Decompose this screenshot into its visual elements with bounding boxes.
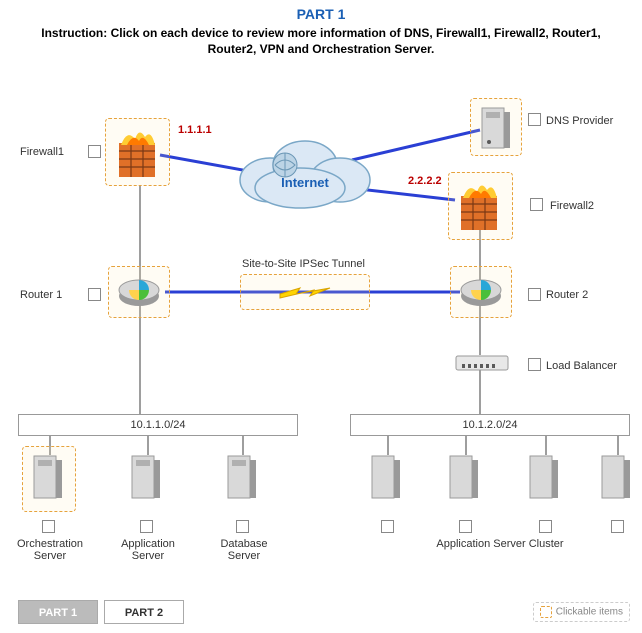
cluster-label: Application Server Cluster xyxy=(400,538,600,550)
router1-label: Router 1 xyxy=(20,289,62,301)
dbserver-checkbox[interactable] xyxy=(236,520,249,533)
legend-clickable: Clickable items xyxy=(533,602,630,622)
cluster-server-1-checkbox[interactable] xyxy=(381,520,394,533)
orchestration-label: Orchestration Server xyxy=(10,538,90,562)
orchestration-icon[interactable] xyxy=(30,452,68,509)
appserver-checkbox[interactable] xyxy=(140,520,153,533)
firewall1-ip: 1.1.1.1 xyxy=(178,124,212,136)
router2-checkbox[interactable] xyxy=(528,288,541,301)
firewall2-label: Firewall2 xyxy=(550,200,594,212)
cluster-server-3-icon xyxy=(526,452,564,509)
tab-part1[interactable]: PART 1 xyxy=(18,600,98,624)
router2-icon[interactable] xyxy=(458,272,504,315)
cluster-server-4-icon xyxy=(598,452,636,509)
loadbalancer-checkbox[interactable] xyxy=(528,358,541,371)
cluster-server-2-icon xyxy=(446,452,484,509)
appserver-label: Application Server xyxy=(108,538,188,562)
dns-checkbox[interactable] xyxy=(528,113,541,126)
cluster-server-4-checkbox[interactable] xyxy=(611,520,624,533)
router1-icon[interactable] xyxy=(116,272,162,315)
router1-checkbox[interactable] xyxy=(88,288,101,301)
vpn-label: Site-to-Site IPSec Tunnel xyxy=(242,258,365,270)
legend-hotbox-icon xyxy=(540,606,552,618)
router2-label: Router 2 xyxy=(546,289,588,301)
tab-part2[interactable]: PART 2 xyxy=(104,600,184,624)
firewall1-icon[interactable] xyxy=(113,125,163,188)
svg-text:Internet: Internet xyxy=(281,175,329,190)
loadbalancer-icon xyxy=(454,352,510,379)
subnet-left: 10.1.1.0/24 xyxy=(18,414,298,436)
cluster-server-2-checkbox[interactable] xyxy=(459,520,472,533)
vpn-bolt-icon xyxy=(278,278,332,311)
orchestration-checkbox[interactable] xyxy=(42,520,55,533)
firewall2-ip: 2.2.2.2 xyxy=(408,175,442,187)
internet-cloud: Internet xyxy=(225,130,385,215)
cluster-server-3-checkbox[interactable] xyxy=(539,520,552,533)
firewall2-checkbox[interactable] xyxy=(530,198,543,211)
dbserver-icon xyxy=(224,452,262,509)
loadbalancer-label: Load Balancer xyxy=(546,360,617,372)
subnet-right: 10.1.2.0/24 xyxy=(350,414,630,436)
appserver-icon xyxy=(128,452,166,509)
firewall1-checkbox[interactable] xyxy=(88,145,101,158)
dns-label: DNS Provider xyxy=(546,115,613,127)
firewall2-icon[interactable] xyxy=(455,178,505,241)
dns-icon[interactable] xyxy=(476,102,516,157)
cluster-server-1-icon xyxy=(368,452,406,509)
firewall1-label: Firewall1 xyxy=(20,146,64,158)
dbserver-label: Database Server xyxy=(204,538,284,562)
